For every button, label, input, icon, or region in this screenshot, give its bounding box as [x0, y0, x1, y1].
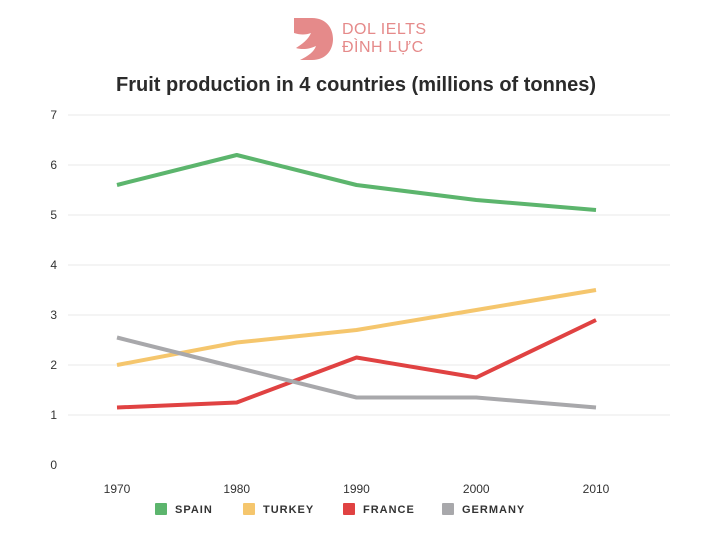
series-line-france — [116, 318, 597, 410]
x-tick-label: 1990 — [343, 482, 370, 496]
y-tick-label: 6 — [50, 158, 57, 172]
y-tick-label: 2 — [50, 358, 57, 372]
chart-title: Fruit production in 4 countries (million… — [116, 74, 596, 96]
y-tick-label: 7 — [50, 108, 57, 122]
legend-label-turkey: TURKEY — [263, 504, 314, 516]
logo-text-line2: ĐÌNH LỰC — [342, 39, 424, 56]
y-tick-label: 5 — [50, 208, 57, 222]
legend-swatch-spain — [155, 503, 167, 515]
y-tick-label: 4 — [50, 258, 57, 272]
y-tick-label: 1 — [50, 408, 57, 422]
x-tick-label: 2010 — [583, 482, 610, 496]
logo-mark-icon — [294, 18, 333, 60]
series-line-spain — [116, 153, 597, 212]
y-tick-label: 3 — [50, 308, 57, 322]
brand-logo: DOL IELTS ĐÌNH LỰC — [292, 16, 427, 62]
legend-item-turkey: TURKEY — [243, 503, 314, 516]
legend-item-germany: GERMANY — [442, 503, 525, 516]
y-tick-label: 0 — [50, 458, 57, 472]
legend-label-germany: GERMANY — [462, 504, 525, 516]
legend-item-france: FRANCE — [343, 503, 415, 516]
x-tick-label: 2000 — [463, 482, 490, 496]
legend-label-france: FRANCE — [363, 504, 415, 516]
logo-text-line1: DOL IELTS — [342, 21, 427, 38]
legend-item-spain: SPAIN — [155, 503, 213, 516]
legend-swatch-france — [343, 503, 355, 515]
legend-swatch-germany — [442, 503, 454, 515]
x-tick-label: 1970 — [104, 482, 131, 496]
series-line-germany — [116, 335, 597, 410]
legend-swatch-turkey — [243, 503, 255, 515]
legend-label-spain: SPAIN — [175, 504, 213, 516]
x-tick-label: 1980 — [223, 482, 250, 496]
